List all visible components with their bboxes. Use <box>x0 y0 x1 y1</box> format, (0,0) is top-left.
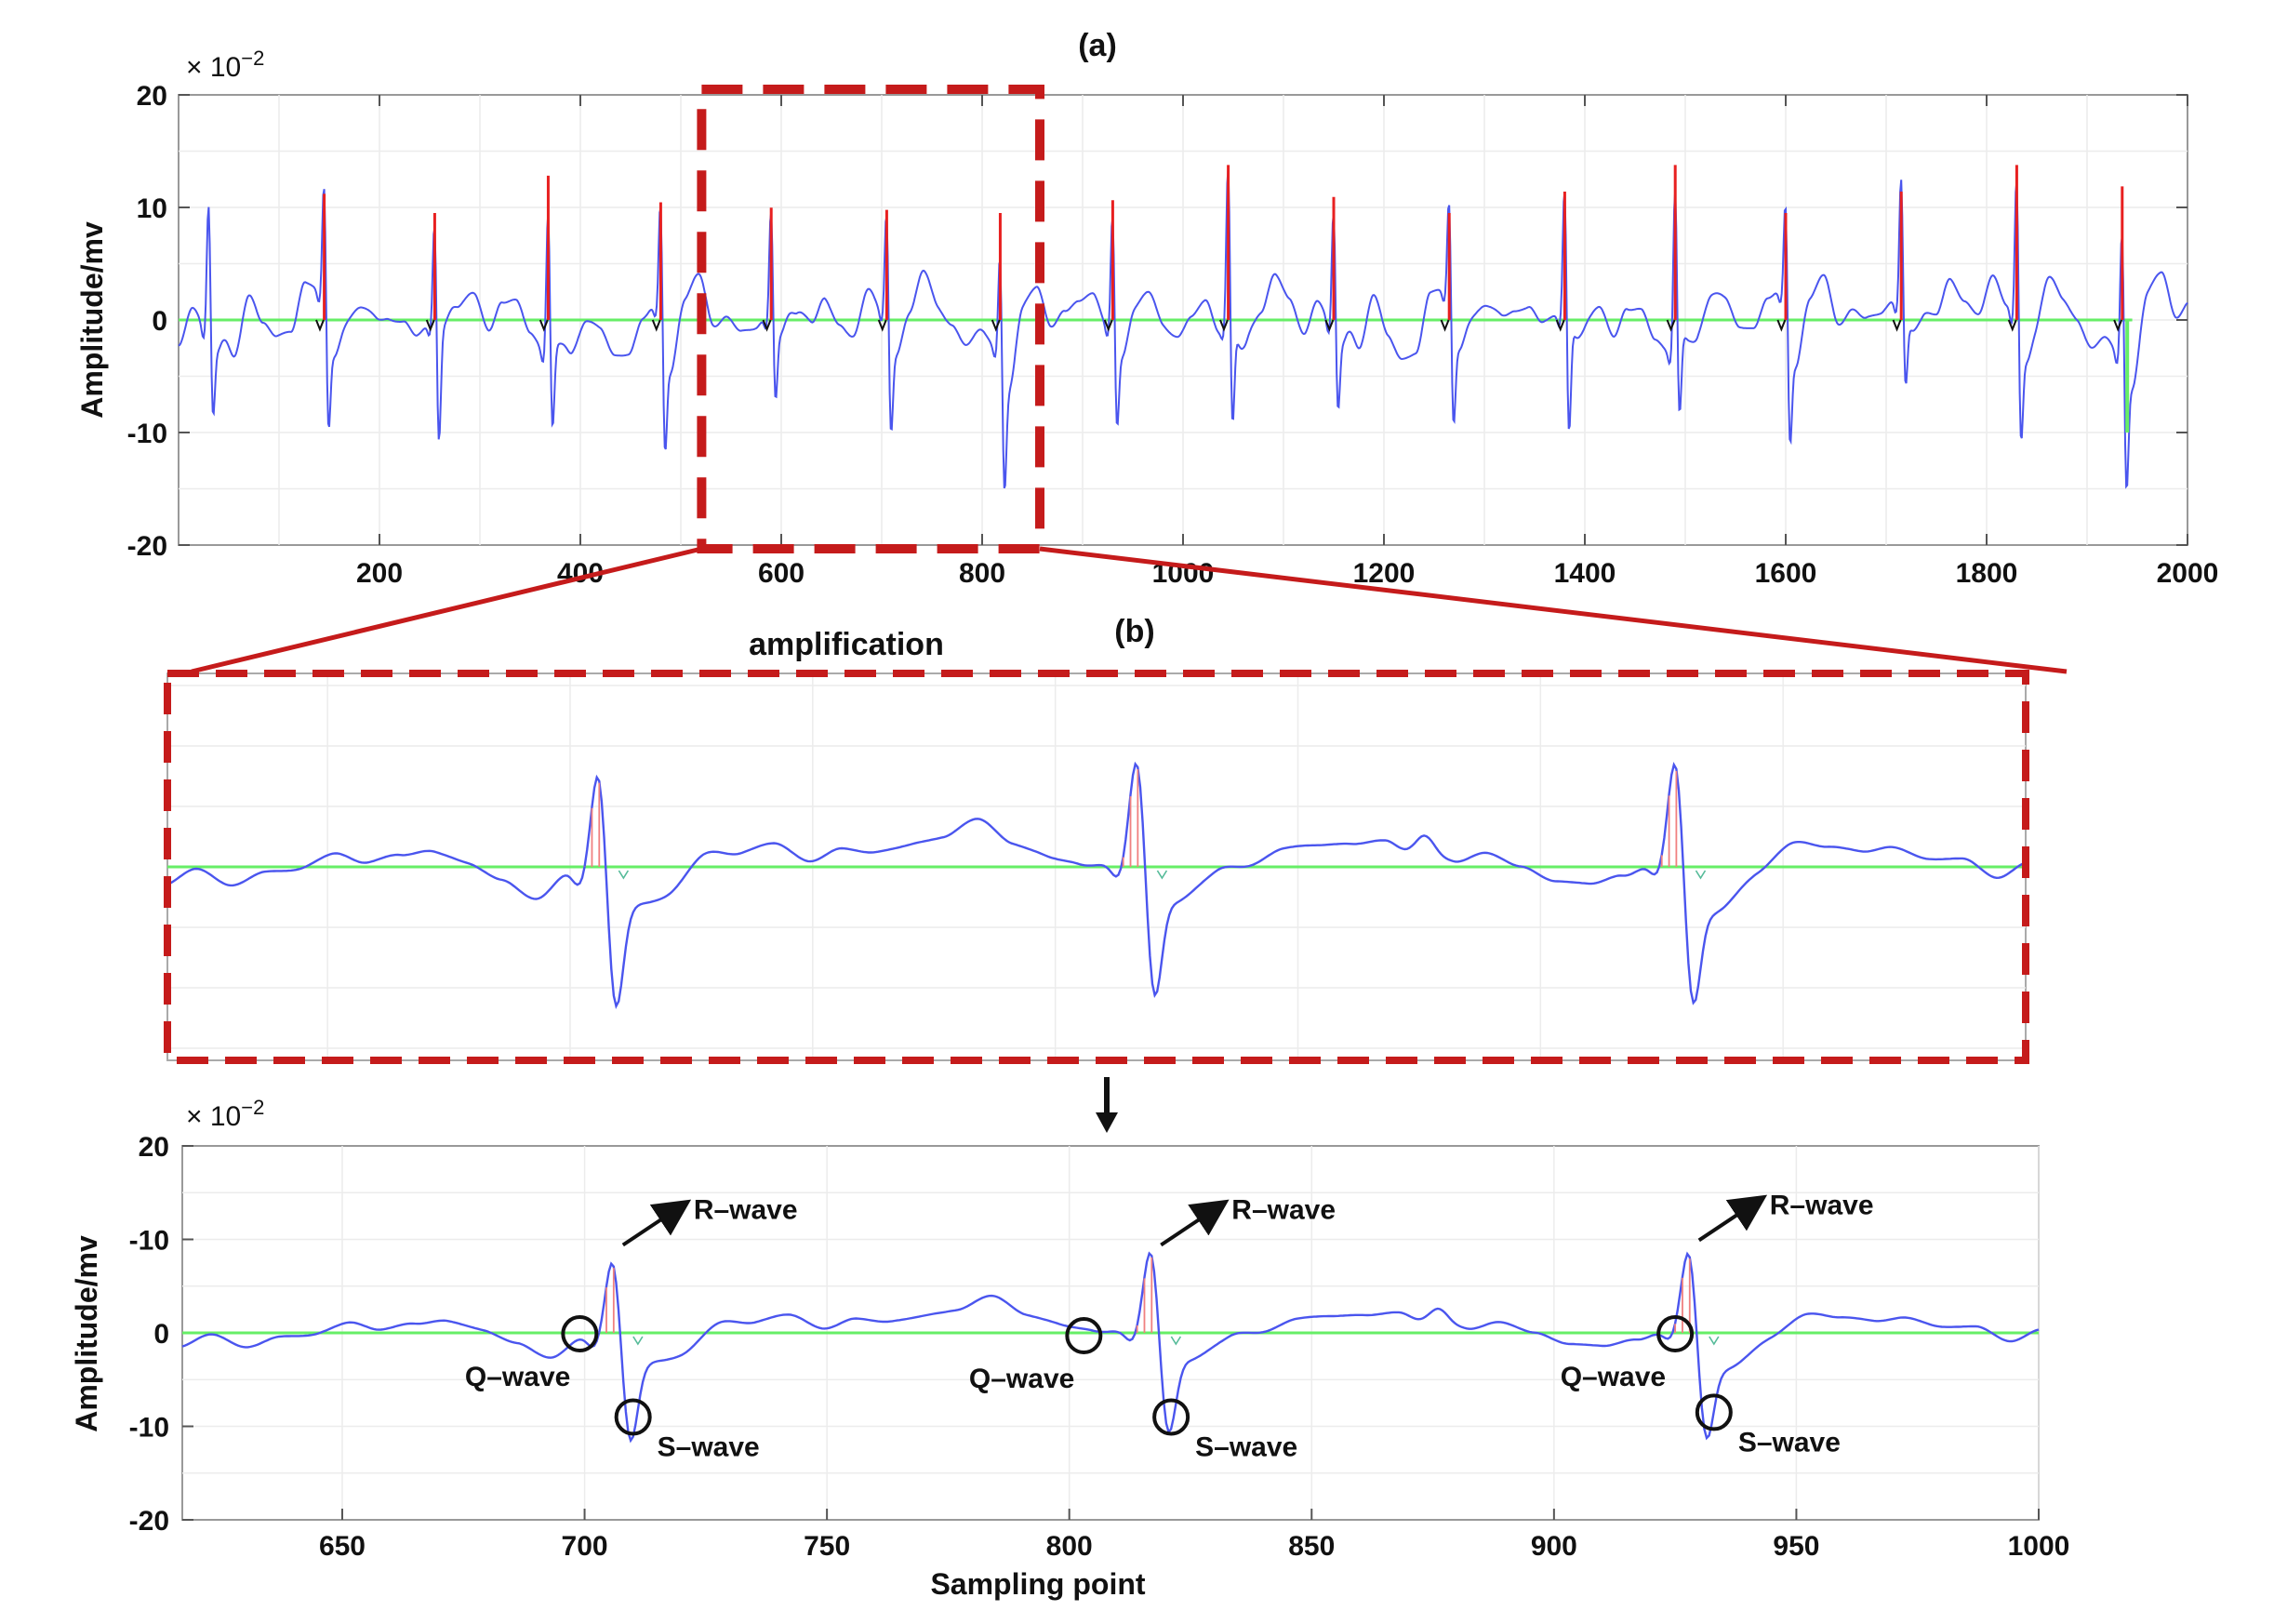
zoom-indicator <box>191 85 2068 674</box>
panel-b-annotated-series <box>181 1251 2040 1444</box>
q-marker <box>1103 319 1113 332</box>
amplified-dashed-frame <box>164 670 2029 1064</box>
q-marker <box>1555 319 1565 332</box>
panel-b-amplified-series <box>166 761 2027 1009</box>
q-marker <box>1776 319 1787 332</box>
q-wave-label: Q–wave <box>465 1362 570 1392</box>
amplification-label: amplification <box>749 627 944 662</box>
panel-a-exponent: × 10−2 <box>186 47 264 83</box>
x-tick-label: 800 <box>959 558 1005 589</box>
s-marker <box>1695 870 1707 880</box>
panel-b-y-axis-label: Amplitude/mv <box>70 1235 103 1432</box>
y-tick-label: -20 <box>129 1506 169 1537</box>
ecg-signal-line <box>181 1251 2040 1444</box>
s-wave-label: S–wave <box>1738 1427 1841 1458</box>
q-marker <box>991 319 1001 332</box>
zoom-connector-right <box>1039 546 2068 674</box>
x-tick-label: 700 <box>562 1531 608 1562</box>
s-wave-circle <box>1152 1398 1190 1436</box>
panel-a-y-axis-label: Amplitude/mv <box>75 221 109 419</box>
q-marker <box>651 319 661 332</box>
q-marker <box>539 319 549 332</box>
q-wave-label: Q–wave <box>1561 1362 1666 1392</box>
r-wave-arrow <box>621 1199 692 1247</box>
s-marker <box>618 870 630 880</box>
q-marker <box>425 319 435 332</box>
r-wave-label: R–wave <box>694 1195 798 1226</box>
panel-b-annotated-tick-marks <box>182 1145 2040 1521</box>
q-marker <box>1666 319 1676 332</box>
q-marker <box>877 319 887 332</box>
r-wave-arrow <box>1160 1199 1230 1247</box>
x-tick-label: 200 <box>356 558 403 589</box>
s-marker <box>1156 870 1168 880</box>
x-tick-label: 1200 <box>1353 558 1416 589</box>
ecg-signal-line <box>178 167 2188 489</box>
panel-a: (a) × 10−2 200 400 600 800 1000 1200 1400 1600 1… <box>75 28 2218 589</box>
q-marker <box>762 319 772 332</box>
s-wave-circle <box>614 1398 652 1436</box>
zoom-window-box <box>697 85 1045 553</box>
y-tick-label: 0 <box>152 306 167 337</box>
q-marker <box>315 319 325 332</box>
q-marker <box>1324 319 1335 332</box>
y-tick-label: -10 <box>129 1226 169 1257</box>
x-tick-label: 750 <box>804 1531 850 1562</box>
panel-b-exponent: × 10−2 <box>186 1096 264 1132</box>
zoom-connector-left <box>191 546 702 674</box>
y-tick-label: -10 <box>127 419 167 449</box>
panel-a-tick-marks <box>179 94 2188 546</box>
q-wave-label: Q–wave <box>969 1364 1074 1394</box>
ecg-signal-line <box>166 761 2027 1009</box>
x-tick-label: 1000 <box>2008 1531 2070 1562</box>
x-tick-label: 1600 <box>1755 558 1817 589</box>
x-axis-label: Sampling point <box>930 1567 1145 1601</box>
q-marker <box>2113 319 2123 332</box>
panel-b-y-tick-labels: 20 -10 0 -10 -20 <box>129 1132 169 1537</box>
s-wave-label: S–wave <box>658 1431 760 1462</box>
panel-a-y-tick-labels: 20 10 0 -10 -20 <box>127 81 167 562</box>
x-tick-label: 1400 <box>1554 558 1616 589</box>
y-tick-label: 20 <box>137 81 167 112</box>
x-tick-label: 1800 <box>1956 558 2018 589</box>
y-tick-label: 20 <box>139 1132 169 1163</box>
s-marker <box>1170 1336 1182 1346</box>
s-wave-circle <box>1695 1393 1733 1431</box>
x-tick-label: 2000 <box>2157 558 2219 589</box>
panel-b-x-tick-labels: 650 700 750 800 850 900 950 1000 <box>319 1531 2069 1562</box>
q-wave-circle <box>1656 1315 1695 1353</box>
panel-b-title: (b) <box>1114 614 1154 649</box>
s-wave-label: S–wave <box>1195 1431 1297 1462</box>
x-tick-label: 600 <box>758 558 805 589</box>
y-tick-label: -10 <box>129 1413 169 1444</box>
x-tick-label: 900 <box>1531 1531 1577 1562</box>
y-tick-label: -20 <box>127 531 167 562</box>
y-tick-label: 10 <box>137 193 167 224</box>
s-marker <box>1709 1336 1720 1346</box>
panel-b-amplified: (b) amplification <box>164 614 2029 1064</box>
q-marker <box>1219 319 1229 332</box>
q-marker <box>1440 319 1450 332</box>
panel-a-series <box>178 165 2188 489</box>
q-wave-circle <box>1065 1317 1103 1355</box>
q-marker <box>2007 319 2017 332</box>
panel-b-annotated: × 10−2 650 700 750 800 850 900 950 1000 20 -10 0 -… <box>70 1096 2069 1601</box>
down-arrow-icon <box>1096 1077 1118 1133</box>
x-tick-label: 950 <box>1773 1531 1819 1562</box>
r-wave-label: R–wave <box>1231 1195 1336 1226</box>
q-marker <box>1892 319 1902 332</box>
x-tick-label: 800 <box>1046 1531 1093 1562</box>
wave-annotations: R–wave Q–wave S–wave R–wave Q–wave S–wave R–wa… <box>465 1190 1874 1462</box>
x-tick-label: 650 <box>319 1531 366 1562</box>
s-marker <box>632 1336 644 1346</box>
q-wave-circle <box>561 1315 599 1353</box>
r-wave-arrow <box>1697 1194 1768 1243</box>
y-tick-label: 0 <box>153 1319 169 1350</box>
panel-a-title: (a) <box>1078 28 1117 63</box>
x-tick-label: 850 <box>1288 1531 1335 1562</box>
r-wave-label: R–wave <box>1770 1190 1874 1220</box>
